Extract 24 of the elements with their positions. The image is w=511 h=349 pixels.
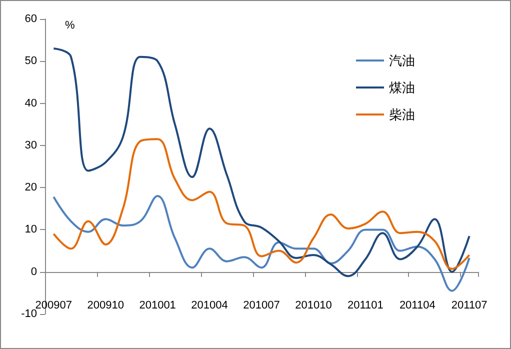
y-tick-label: 0 <box>30 266 37 278</box>
y-tick-label: 50 <box>24 55 37 68</box>
x-tick-label: 201104 <box>399 300 436 312</box>
legend-label: 柴油 <box>389 107 415 122</box>
x-tick-label: 201107 <box>451 300 488 312</box>
line-series <box>52 48 470 278</box>
y-axis-title: % <box>65 20 75 32</box>
x-tick-label: 201007 <box>243 300 280 312</box>
legend-label: 煤油 <box>389 80 415 95</box>
y-tick-label: 60 <box>24 13 37 25</box>
y-tick-label: 10 <box>24 224 37 236</box>
x-tick-label: 201001 <box>139 300 176 312</box>
line-series <box>52 138 470 270</box>
x-tick-label: 201101 <box>347 300 384 312</box>
y-tick-label: 40 <box>24 97 37 110</box>
x-tick-label: 201010 <box>295 300 332 312</box>
x-tick-label: 201004 <box>191 300 228 312</box>
line-series <box>52 195 470 292</box>
x-tick-label: 200907 <box>35 300 72 312</box>
y-tick-label: -10 <box>21 308 37 320</box>
y-tick-label: 30 <box>24 139 37 152</box>
x-tick-label: 200910 <box>87 300 124 312</box>
y-tick-label: 20 <box>24 182 37 194</box>
legend-label: 汽油 <box>389 53 415 68</box>
